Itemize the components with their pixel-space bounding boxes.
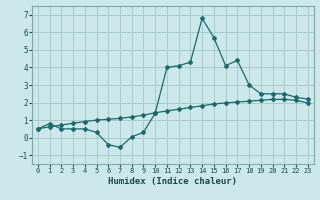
X-axis label: Humidex (Indice chaleur): Humidex (Indice chaleur) <box>108 177 237 186</box>
